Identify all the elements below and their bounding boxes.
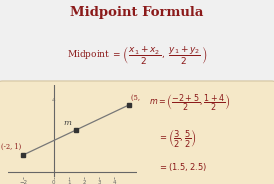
Text: m: m [63, 119, 71, 127]
Text: $= (1.5, 2.5)$: $= (1.5, 2.5)$ [158, 161, 207, 173]
Text: Midpoint Formula: Midpoint Formula [70, 6, 204, 19]
Text: $m = \left(\dfrac{-2+5}{2},\dfrac{1+4}{2}\right)$: $m = \left(\dfrac{-2+5}{2},\dfrac{1+4}{2… [149, 92, 230, 113]
Text: 4: 4 [52, 98, 55, 103]
Text: (5, 4): (5, 4) [131, 94, 149, 102]
Text: (-2, 1): (-2, 1) [1, 143, 21, 151]
Text: Midpoint $= \left(\,\dfrac{x_1+x_2}{2}\,,\;\dfrac{y_1+y_2}{2}\,\right)$: Midpoint $= \left(\,\dfrac{x_1+x_2}{2}\,… [67, 44, 207, 66]
Text: $= \left(\dfrac{3}{2},\dfrac{5}{2}\right)$: $= \left(\dfrac{3}{2},\dfrac{5}{2}\right… [158, 128, 196, 150]
